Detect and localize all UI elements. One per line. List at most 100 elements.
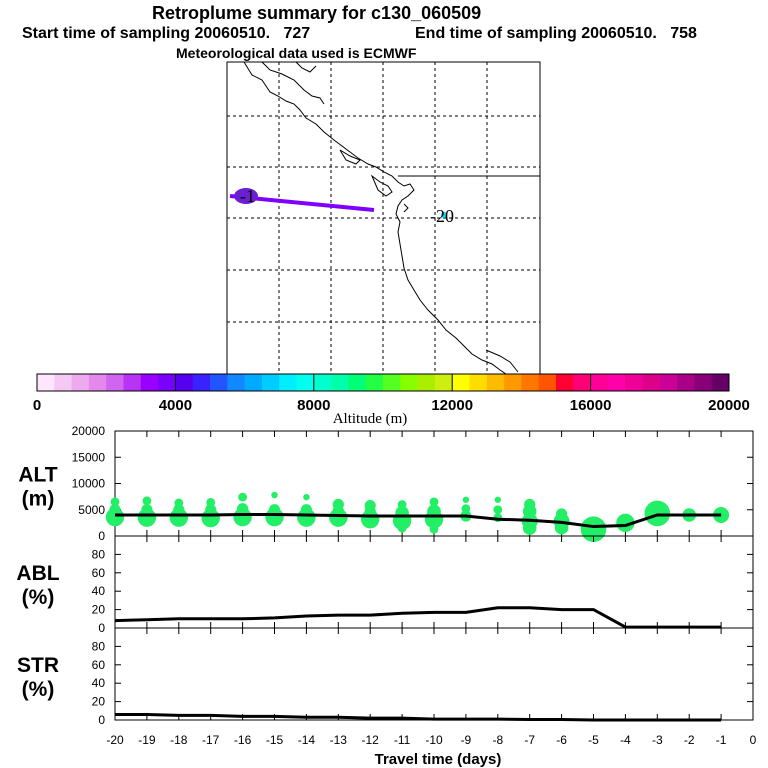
altitude-point [616,513,635,533]
y-tick-label: 20 [92,695,106,709]
altitude-point [524,498,536,511]
colorbar-swatch [469,374,488,391]
colorbar-swatch [244,374,263,391]
time-series-panels: 05000100001500020000ALT(m)020406080ABL(%… [16,424,756,768]
y-tick-label: 20000 [72,424,106,438]
y-tick-label: 80 [92,639,106,653]
panel-ylabel-line: STR [17,654,59,677]
y-tick-label: 0 [98,529,105,543]
y-tick-label: 80 [92,547,106,561]
colorbar-swatch [556,374,574,391]
altitude-point [141,504,153,516]
altitude-point [110,497,120,507]
y-tick-label: 60 [92,658,106,672]
altitude-point [493,505,503,515]
y-tick-label: 40 [92,584,106,598]
colorbar-swatch [607,374,626,391]
colorbar-swatch [521,374,539,391]
colorbar-swatch [486,374,505,391]
colorbar-swatch [37,374,55,391]
colorbar-title: Altitude (m) [333,411,408,427]
colorbar-swatch [331,374,349,391]
map-graticule [227,62,540,374]
trajectory-map: -1 -20 [226,61,541,375]
colorbar-swatch [123,374,142,391]
colorbar-swatch [400,374,418,391]
x-tick-label: -19 [138,733,156,747]
x-tick-label: -7 [524,733,535,747]
colorbar-swatch [434,374,453,391]
colorbar-swatch [642,374,661,391]
altitude-point [142,496,152,506]
colorbar-swatch [659,374,678,391]
end-time-label: End time of sampling 20060510. 758 [415,25,697,42]
x-tick-label: -9 [461,733,472,747]
colorbar-swatch [296,374,315,391]
x-tick-label: -2 [684,733,695,747]
altitude-point [397,523,407,533]
met-data-label: Meteorological data used is ECMWF [176,45,417,61]
altitude-point [494,496,501,503]
colorbar-tick-label: 0 [33,397,41,414]
colorbar-tick-label: 12000 [431,397,473,414]
start-time-label: Start time of sampling 20060510. 727 [22,25,311,42]
trajectory-end-marker [441,212,447,218]
colorbar-swatch [210,374,228,391]
altitude-point [522,521,537,535]
colorbar-swatch [590,374,609,391]
panel-ylabel-line: (%) [22,678,55,701]
map-label-day-20: -20 [430,206,454,226]
colorbar-swatch [140,374,159,391]
colorbar-swatch [538,374,557,391]
map-label-day-1: -1 [240,186,255,206]
altitude-point [332,498,344,511]
altitude-point [364,499,376,512]
panel-frame [114,535,754,629]
x-tick-label: -10 [425,733,443,747]
x-tick-label: -17 [202,733,220,747]
colorbar-swatch [279,374,297,391]
x-tick-label: -8 [492,733,503,747]
colorbar-swatch [573,374,591,391]
altitude-median-line [115,512,722,529]
panel-frame [114,627,754,721]
y-tick-label: 20 [92,603,106,617]
panel-3: 0 20 40 60 80 STR(%) [17,627,754,727]
colorbar-swatch [625,374,643,391]
panel-ylabel-line: (m) [22,488,55,511]
colorbar-swatch [158,374,176,391]
series-line [115,712,722,722]
altitude-point [462,496,470,503]
y-tick-label: 40 [92,676,106,690]
chart-title: Retroplume summary for c130_060509 [152,3,482,23]
colorbar-frame [36,373,730,392]
colorbar-swatch [106,374,124,391]
altitude-colorbar: 0 4000 8000 12000 16000 20000 [33,373,750,414]
panel-1: 0 5000 10000 15000 20000 ALT(m) [18,424,754,543]
map-coastline [243,61,540,375]
colorbar-swatch [504,374,522,391]
x-tick-label: -16 [234,733,252,747]
altitude-point [271,491,278,499]
panel-ylabel-line: ALT [18,464,57,487]
altitude-point [206,498,216,507]
altitude-point [397,500,407,509]
x-tick-label: -15 [266,733,284,747]
colorbar-swatch [365,374,384,391]
x-tick-label: -4 [620,733,631,747]
x-tick-label: -5 [588,733,599,747]
altitude-point [109,504,121,516]
colorbar-swatch [192,374,211,391]
altitude-point [556,508,568,520]
series-line [114,606,722,629]
colorbar-swatch [227,374,245,391]
x-axis-title: Travel time (days) [375,751,502,768]
colorbar-swatch [261,374,280,391]
colorbar-swatch [452,374,470,391]
altitude-point [205,504,217,516]
colorbar-tick-label: 4000 [159,397,192,414]
colorbar-tick-label: 8000 [297,397,330,414]
colorbar-swatch [711,374,730,391]
panel-ylabel-line: (%) [22,586,55,609]
